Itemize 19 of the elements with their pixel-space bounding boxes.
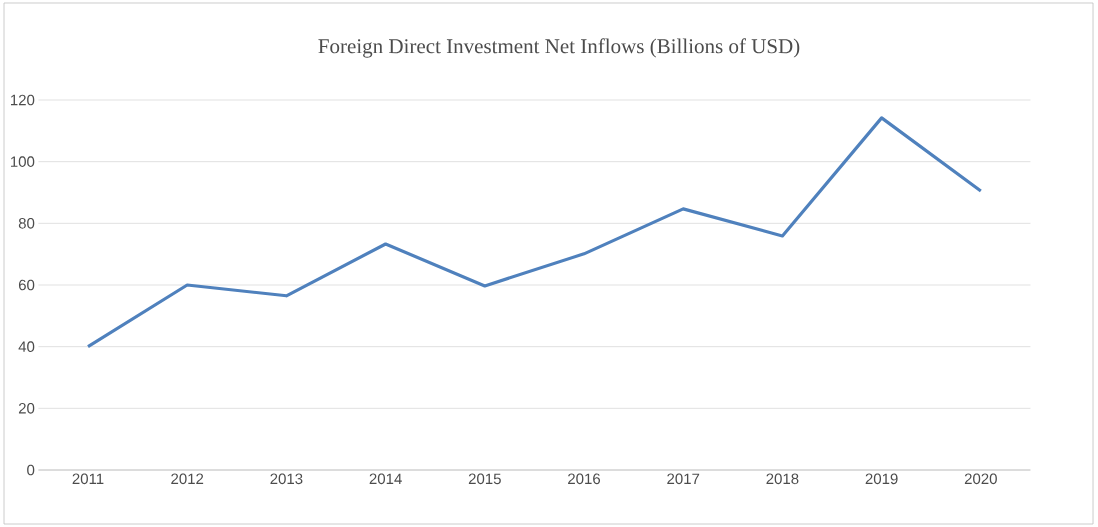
x-tick-label: 2020 (964, 473, 997, 485)
x-tick-label: 2018 (766, 473, 799, 485)
y-tick-label: 120 (10, 94, 35, 106)
x-tick-label: 2015 (468, 473, 501, 485)
x-tick-label: 2019 (865, 473, 898, 485)
y-tick-label: 0 (27, 464, 35, 476)
y-tick-label: 20 (18, 403, 35, 414)
x-tick-label: 2014 (369, 473, 402, 485)
x-tick-label: 2016 (568, 473, 601, 485)
y-tick-label: 40 (18, 341, 35, 352)
y-tick-label: 100 (10, 156, 35, 167)
x-tick-label: 2017 (667, 473, 700, 485)
chart-title: Foreign Direct Investment Net Inflows (Billions of USD) (318, 38, 800, 58)
x-tick-label: 2011 (72, 473, 104, 485)
line-series (86, 116, 983, 349)
x-tick-label: 2012 (171, 473, 204, 485)
x-tick-label: 2013 (270, 473, 303, 485)
y-tick-label: 60 (18, 279, 35, 291)
y-tick-label: 80 (18, 218, 35, 229)
